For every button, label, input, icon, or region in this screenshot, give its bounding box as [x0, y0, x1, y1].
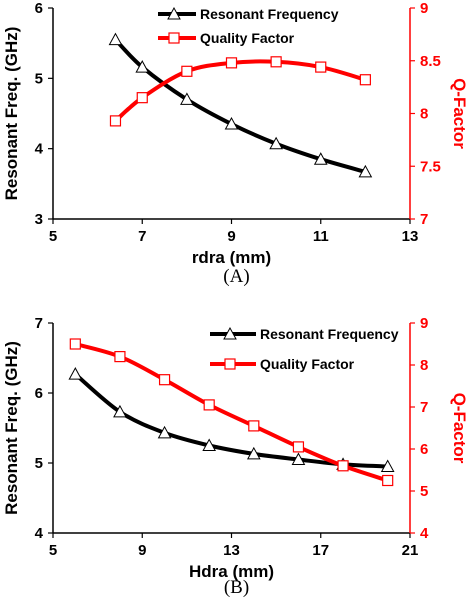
resonant-frequency-line — [114, 38, 366, 174]
y-tick-label: 5 — [35, 70, 43, 87]
y-tick-label: 7 — [35, 315, 43, 332]
quality-factor-point — [158, 374, 171, 386]
legend-label: Resonant Frequency — [260, 326, 399, 342]
y-right-tick-label: 8.5 — [420, 53, 441, 70]
quality-factor-point — [181, 65, 193, 77]
legend-label: Quality Factor — [260, 356, 355, 372]
quality-factor-point — [315, 61, 327, 73]
y-tick-label: 4 — [35, 141, 44, 158]
y-right-tick-label: 6 — [420, 441, 428, 458]
quality-factor-point — [203, 399, 215, 411]
x-tick-label: 7 — [138, 228, 146, 245]
resonant-frequency-point — [246, 446, 261, 460]
y-axis-title: Resonant Freq. (GHz) — [2, 27, 21, 201]
y-tick-label: 3 — [35, 211, 43, 228]
y-right-tick-label: 7 — [420, 211, 428, 228]
resonant-frequency-point — [202, 438, 217, 451]
y-tick-label: 5 — [35, 455, 43, 472]
quality-factor-point — [382, 474, 394, 487]
figure-caption: (B) — [224, 577, 249, 598]
legend-triangle-icon — [167, 6, 181, 20]
y-right-axis-title: Q-Factor — [450, 393, 469, 464]
legend-label: Resonant Frequency — [200, 6, 339, 22]
y-axis-title: Resonant Freq. (GHz) — [2, 341, 21, 515]
y-right-tick-label: 7.5 — [420, 158, 441, 175]
legend-triangle-icon — [223, 326, 237, 340]
quality-factor-line — [114, 59, 366, 123]
quality-factor-point — [109, 115, 122, 127]
quality-factor-point — [69, 338, 81, 350]
x-tick-label: 17 — [312, 542, 329, 559]
figure-caption: (A) — [223, 266, 249, 287]
y-right-tick-label: 5 — [420, 483, 428, 500]
resonant-frequency-point — [313, 152, 328, 165]
y-tick-label: 6 — [35, 0, 43, 17]
resonant-frequency-point — [68, 367, 83, 380]
resonant-frequency-point — [291, 452, 306, 465]
resonant-frequency-line — [74, 372, 388, 469]
y-right-tick-label: 9 — [420, 315, 428, 332]
quality-factor-point — [248, 420, 260, 432]
legend-label: Quality Factor — [200, 30, 295, 46]
x-tick-label: 5 — [49, 228, 57, 245]
quality-factor-point — [270, 56, 282, 68]
quality-factor-point — [136, 92, 148, 104]
x-axis-title: Hdra (mm) — [189, 562, 274, 581]
chart-a: 5 7 9 11 13 3 4 5 6 7 7.5 8 8.5 9 rdra (mm) Resonant Fr… — [2, 0, 469, 287]
x-tick-label: 21 — [402, 542, 419, 559]
x-tick-label: 11 — [313, 228, 329, 245]
quality-factor-point — [114, 351, 126, 363]
legend-square-icon — [224, 358, 236, 370]
y-right-axis-title: Q-Factor — [450, 78, 469, 149]
quality-factor-point — [292, 441, 305, 453]
y-right-tick-label: 8 — [420, 357, 428, 374]
x-tick-label: 13 — [223, 542, 240, 559]
y-tick-label: 4 — [35, 525, 44, 542]
y-tick-label: 6 — [35, 385, 43, 402]
x-tick-label: 9 — [227, 228, 235, 245]
resonant-frequency-point — [180, 92, 194, 105]
resonant-frequency-point — [108, 32, 123, 46]
x-axis-title: rdra (mm) — [192, 248, 271, 267]
resonant-frequency-point — [157, 425, 172, 439]
resonant-frequency-point — [224, 117, 239, 130]
legend-square-icon — [168, 32, 180, 44]
x-tick-label: 9 — [138, 542, 146, 559]
resonant-frequency-point — [358, 164, 373, 178]
x-tick-label: 5 — [49, 542, 57, 559]
quality-factor-point — [337, 460, 349, 472]
resonant-frequency-point — [113, 404, 127, 418]
quality-factor-point — [225, 57, 238, 69]
resonant-frequency-point — [380, 459, 395, 472]
y-right-tick-label: 8 — [420, 106, 428, 123]
y-right-tick-label: 9 — [420, 0, 428, 17]
y-right-tick-label: 4 — [420, 525, 429, 542]
quality-factor-point — [359, 74, 371, 86]
resonant-frequency-point — [269, 136, 283, 150]
x-tick-label: 13 — [402, 228, 419, 245]
y-right-tick-label: 7 — [420, 399, 428, 416]
resonant-frequency-point — [135, 60, 150, 73]
